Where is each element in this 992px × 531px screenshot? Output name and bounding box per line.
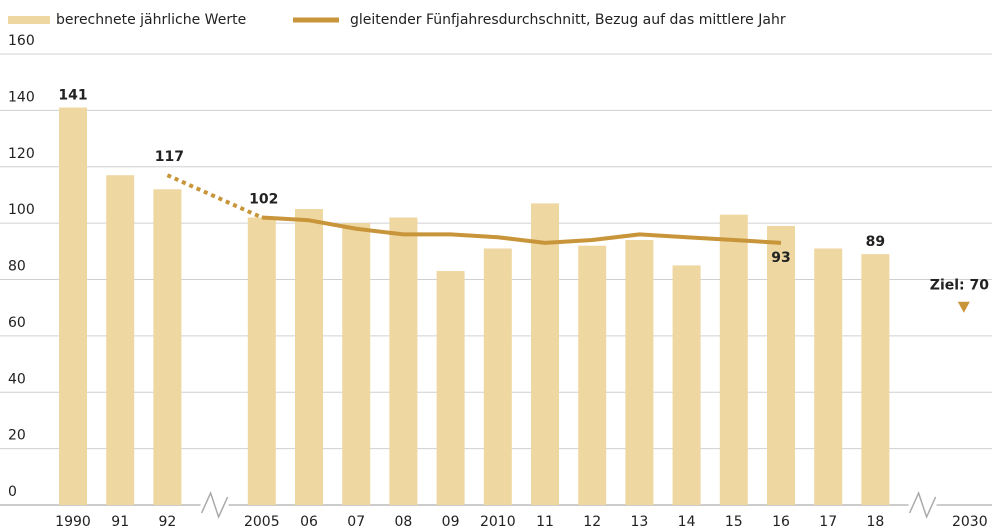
bar: [578, 245, 607, 506]
bar: [719, 214, 748, 505]
line-bridge: [166, 173, 263, 220]
bar: [531, 203, 559, 506]
y-tick-label: 140: [8, 89, 35, 105]
bar: [153, 189, 182, 506]
y-tick-label: 60: [8, 315, 26, 331]
x-tick-label: 2005: [244, 514, 280, 530]
x-tick-label: 14: [678, 514, 696, 530]
bar: [672, 265, 701, 505]
legend-label: berechnete jährliche Werte: [56, 12, 246, 28]
x-tick-label: 15: [725, 514, 743, 530]
y-tick-label: 40: [8, 371, 26, 387]
data-label: 89: [866, 234, 885, 250]
axis-break: [200, 490, 229, 520]
x-tick-label: 1990: [55, 514, 91, 530]
y-tick-label: 80: [8, 259, 26, 275]
x-tick-label: 06: [300, 514, 318, 530]
data-label: 102: [249, 191, 278, 207]
legend-label: gleitender Fünfjahresdurchschnitt, Bezug…: [350, 12, 786, 28]
bar: [342, 223, 371, 505]
bar: [247, 217, 276, 506]
legend-swatch: [8, 16, 50, 24]
x-tick-label: 91: [111, 514, 129, 530]
x-tick-label: 16: [772, 514, 790, 530]
line: [261, 215, 782, 245]
axis-break: [908, 490, 937, 520]
y-tick-label: 0: [8, 484, 17, 500]
bar: [767, 225, 795, 505]
data-label: 117: [155, 149, 184, 165]
y-tick-label: 20: [8, 428, 26, 444]
x-tick-label: 18: [866, 514, 884, 530]
target-marker: [957, 301, 970, 313]
data-label: 93: [771, 250, 790, 266]
bar: [389, 217, 418, 506]
x-tick-label: 08: [394, 514, 412, 530]
bar: [861, 254, 890, 505]
bar: [625, 240, 654, 505]
x-tick-label: 92: [158, 514, 176, 530]
bar: [295, 209, 323, 505]
bar: [814, 248, 843, 505]
x-tick-label: 07: [347, 514, 365, 530]
bar: [483, 248, 512, 505]
bar: [436, 271, 465, 505]
y-tick-label: 100: [8, 202, 35, 218]
x-tick-label: 2010: [480, 514, 516, 530]
target-label: Ziel: 70: [930, 278, 989, 294]
x-tick-label: 09: [442, 514, 460, 530]
x-tick-label: 12: [583, 514, 601, 530]
data-label: 141: [58, 88, 87, 104]
x-tick-label: 11: [536, 514, 554, 530]
bar: [59, 107, 87, 506]
x-tick-label: 13: [630, 514, 648, 530]
x-tick-label: 17: [819, 514, 837, 530]
x-tick-label: 2030: [952, 514, 988, 530]
y-tick-label: 120: [8, 146, 35, 162]
y-tick-label: 160: [8, 33, 35, 49]
bar: [106, 175, 135, 506]
